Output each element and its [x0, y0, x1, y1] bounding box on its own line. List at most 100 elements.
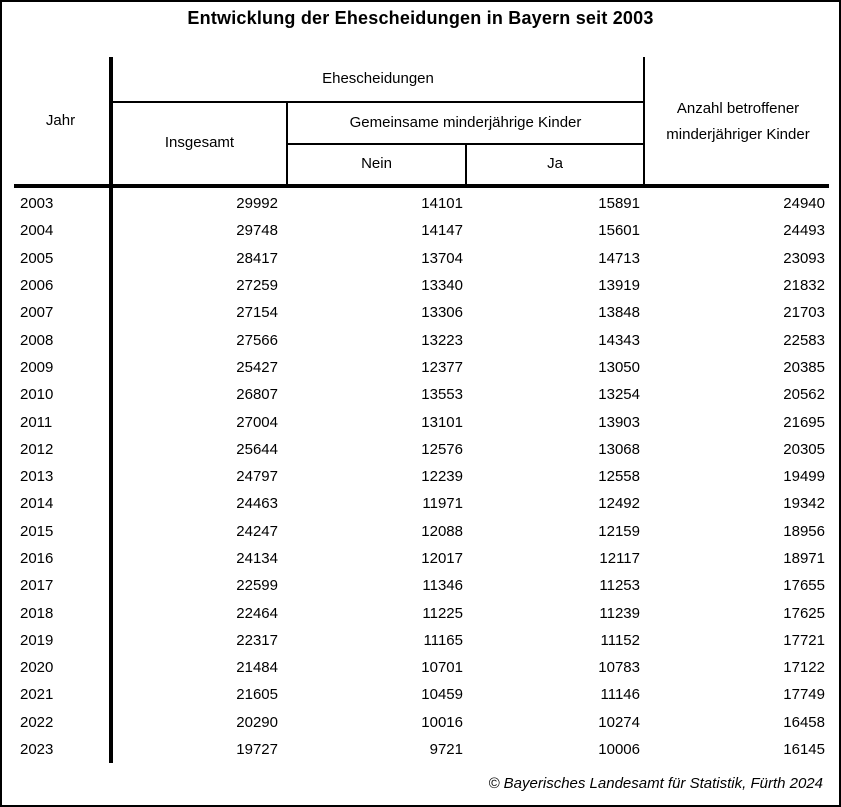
- cell-kinder-ja: 15601: [598, 222, 640, 240]
- cell-jahr: 2014: [20, 495, 54, 513]
- cell-kinder-nein: 14147: [421, 222, 463, 240]
- table-row: 2011 27004 13101 13903 21695: [16, 408, 829, 435]
- cell-jahr: 2013: [20, 468, 54, 486]
- cell-anzahl-betroffene: 19499: [783, 468, 825, 486]
- cell-anzahl-betroffene: 24940: [783, 195, 825, 213]
- cell-jahr: 2023: [20, 741, 54, 759]
- cell-jahr: 2005: [20, 249, 54, 267]
- cell-anzahl-betroffene: 22583: [783, 331, 825, 349]
- cell-anzahl-betroffene: 17749: [783, 686, 825, 704]
- cell-kinder-nein: 12377: [421, 358, 463, 376]
- cell-insgesamt: 22599: [236, 577, 278, 595]
- cell-kinder-ja: 10274: [598, 713, 640, 731]
- cell-insgesamt: 29748: [236, 222, 278, 240]
- table-row: 2023 19727 9721 10006 16145: [16, 736, 829, 763]
- table-row: 2015 24247 12088 12159 18956: [16, 518, 829, 545]
- cell-kinder-nein: 11971: [422, 495, 463, 513]
- rule-horizontal-thick-under-header: [14, 184, 829, 188]
- table-row: 2006 27259 13340 13919 21832: [16, 272, 829, 299]
- cell-kinder-ja: 11239: [599, 604, 640, 622]
- cell-kinder-ja: 12492: [598, 495, 640, 513]
- cell-insgesamt: 27004: [236, 413, 278, 431]
- cell-insgesamt: 27566: [236, 331, 278, 349]
- cell-kinder-nein: 13306: [421, 304, 463, 322]
- cell-kinder-ja: 15891: [598, 195, 640, 213]
- cell-insgesamt: 24247: [236, 522, 278, 540]
- cell-jahr: 2015: [20, 522, 54, 540]
- cell-jahr: 2019: [20, 631, 54, 649]
- table-row: 2017 22599 11346 11253 17655: [16, 572, 829, 599]
- cell-kinder-ja: 14713: [598, 249, 640, 267]
- cell-kinder-ja: 13068: [598, 440, 640, 458]
- table-row: 2019 22317 11165 11152 17721: [16, 627, 829, 654]
- cell-kinder-nein: 13704: [421, 249, 463, 267]
- cell-kinder-ja: 13919: [598, 277, 640, 295]
- cell-anzahl-betroffene: 17655: [783, 577, 825, 595]
- table-row: 2018 22464 11225 11239 17625: [16, 599, 829, 626]
- cell-insgesamt: 27154: [236, 304, 278, 322]
- cell-kinder-ja: 14343: [598, 331, 640, 349]
- cell-jahr: 2007: [20, 304, 54, 322]
- table-row: 2009 25427 12377 13050 20385: [16, 354, 829, 381]
- cell-jahr: 2003: [20, 195, 54, 213]
- cell-insgesamt: 19727: [236, 741, 278, 759]
- cell-kinder-nein: 11225: [422, 604, 463, 622]
- cell-anzahl-betroffene: 16145: [783, 741, 825, 759]
- column-header-ja: Ja: [547, 155, 563, 173]
- column-header-ehescheidungen: Ehescheidungen: [322, 69, 434, 87]
- cell-anzahl-betroffene: 19342: [783, 495, 825, 513]
- cell-insgesamt: 26807: [236, 386, 278, 404]
- rule-between-nein-ja: [465, 143, 467, 188]
- cell-anzahl-betroffene: 21695: [783, 413, 825, 431]
- cell-jahr: 2010: [20, 386, 54, 404]
- cell-kinder-nein: 13553: [421, 386, 463, 404]
- cell-kinder-ja: 11253: [599, 577, 640, 595]
- cell-anzahl-betroffene: 17721: [783, 631, 825, 649]
- cell-anzahl-betroffene: 18956: [783, 522, 825, 540]
- cell-insgesamt: 21605: [236, 686, 278, 704]
- cell-jahr: 2018: [20, 604, 54, 622]
- cell-jahr: 2012: [20, 440, 54, 458]
- cell-kinder-nein: 10701: [421, 659, 463, 677]
- column-header-gemeinsame-kinder: Gemeinsame minderjährige Kinder: [349, 113, 582, 131]
- column-header-anzahl-betroffene: Anzahl betroffener minderjähriger Kinder: [666, 99, 810, 143]
- column-header-nein: Nein: [361, 155, 392, 173]
- cell-jahr: 2017: [20, 577, 54, 595]
- cell-insgesamt: 21484: [236, 659, 278, 677]
- cell-jahr: 2011: [20, 413, 53, 431]
- cell-insgesamt: 22464: [236, 604, 278, 622]
- table-row: 2016 24134 12017 12117 18971: [16, 545, 829, 572]
- cell-kinder-nein: 9721: [429, 741, 463, 759]
- table-row: 2005 28417 13704 14713 23093: [16, 245, 829, 272]
- cell-kinder-ja: 11146: [600, 686, 641, 704]
- cell-kinder-ja: 13903: [598, 413, 640, 431]
- cell-insgesamt: 24463: [236, 495, 278, 513]
- cell-kinder-nein: 10459: [421, 686, 463, 704]
- rule-vertical-thick-after-jahr: [109, 57, 113, 763]
- cell-kinder-nein: 11346: [422, 577, 463, 595]
- cell-kinder-nein: 10016: [421, 713, 463, 731]
- cell-kinder-nein: 13223: [421, 331, 463, 349]
- rule-under-ehescheidungen: [111, 101, 645, 103]
- cell-anzahl-betroffene: 17625: [783, 604, 825, 622]
- table-row: 2007 27154 13306 13848 21703: [16, 299, 829, 326]
- cell-jahr: 2020: [20, 659, 54, 677]
- cell-anzahl-betroffene: 18971: [783, 550, 825, 567]
- cell-kinder-ja: 12558: [598, 468, 640, 486]
- table-row: 2004 29748 14147 15601 24493: [16, 217, 829, 244]
- cell-kinder-ja: 10783: [598, 659, 640, 677]
- cell-kinder-ja: 13254: [598, 386, 640, 404]
- cell-kinder-nein: 11165: [423, 631, 464, 649]
- page-title: Entwicklung der Ehescheidungen in Bayern…: [187, 8, 654, 28]
- cell-kinder-nein: 13101: [421, 413, 463, 431]
- column-header-insgesamt: Insgesamt: [164, 134, 235, 152]
- cell-anzahl-betroffene: 17122: [783, 659, 825, 677]
- cell-anzahl-betroffene: 21832: [783, 277, 825, 295]
- cell-insgesamt: 27259: [236, 277, 278, 295]
- column-header-jahr: Jahr: [45, 112, 76, 130]
- cell-kinder-nein: 13340: [421, 277, 463, 295]
- cell-kinder-ja: 12117: [599, 550, 640, 567]
- cell-anzahl-betroffene: 24493: [783, 222, 825, 240]
- table-row: 2020 21484 10701 10783 17122: [16, 654, 829, 681]
